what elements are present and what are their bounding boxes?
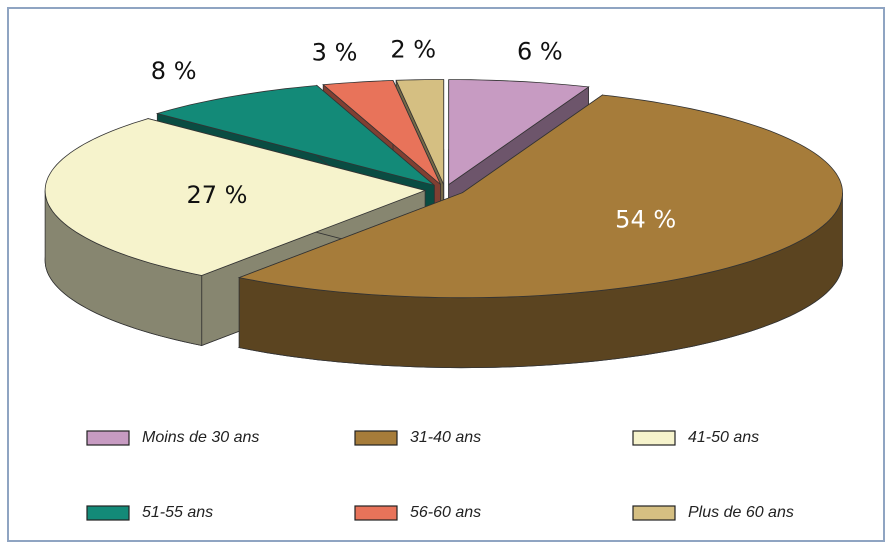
data-label: 8 % xyxy=(151,57,197,85)
data-label: 27 % xyxy=(187,181,248,209)
slice xyxy=(448,79,590,186)
data-label: 6 % xyxy=(517,38,563,66)
slice xyxy=(237,94,843,299)
legend-label: 41-50 ans xyxy=(688,429,759,446)
legend-label: Plus de 60 ans xyxy=(688,504,794,521)
slice xyxy=(155,85,435,186)
legend-swatch xyxy=(354,505,398,521)
legend-label: 51-55 ans xyxy=(142,504,213,521)
legend-swatch xyxy=(632,505,676,521)
slice xyxy=(44,118,427,276)
data-label: 3 % xyxy=(312,38,358,66)
legend-swatch xyxy=(632,430,676,446)
legend-label: Moins de 30 ans xyxy=(142,429,259,446)
data-label: 54 % xyxy=(615,205,676,233)
legend-label: 56-60 ans xyxy=(410,504,481,521)
legend-swatch xyxy=(86,505,130,521)
data-label: 2 % xyxy=(390,35,436,63)
pie: 6 % 54 % 27 % 8 % 3 % 2 % xyxy=(44,35,843,369)
slice xyxy=(322,79,441,185)
legend: Moins de 30 ans 31-40 ans 41-50 ans 51-55 a… xyxy=(86,429,794,521)
slice xyxy=(395,79,445,185)
legend-swatch xyxy=(354,430,398,446)
legend-label: 31-40 ans xyxy=(410,429,481,446)
legend-swatch xyxy=(86,430,130,446)
